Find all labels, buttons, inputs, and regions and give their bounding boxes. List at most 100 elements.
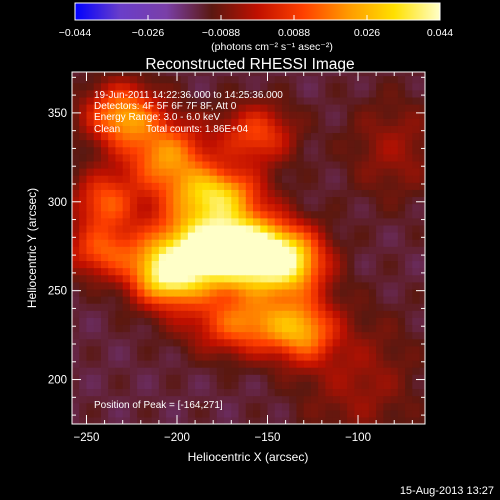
heatmap-cell <box>253 331 261 340</box>
heatmap-cell <box>195 175 203 183</box>
heatmap-cell <box>72 345 80 354</box>
heatmap-cell <box>397 153 406 162</box>
heatmap-cell <box>310 345 319 354</box>
heatmap-cell <box>253 139 261 148</box>
heatmap-cell <box>173 146 182 155</box>
heatmap-cell <box>166 168 174 176</box>
heatmap-cell <box>238 402 247 411</box>
heatmap-cell <box>354 175 363 183</box>
heatmap-cell <box>100 374 109 382</box>
heatmap-cell <box>86 132 95 141</box>
heatmap-cell <box>289 82 298 91</box>
heatmap-cell <box>325 381 334 390</box>
heatmap-cell <box>129 75 138 84</box>
heatmap-cell <box>93 352 102 361</box>
heatmap-cell <box>100 182 109 190</box>
heatmap-cell <box>296 267 305 276</box>
heatmap-cell <box>347 203 355 212</box>
heatmap-cell <box>122 175 131 183</box>
heatmap-cell <box>347 324 355 333</box>
heatmap-cell <box>115 175 124 183</box>
heatmap-cell <box>166 324 174 333</box>
heatmap-cell <box>405 360 413 368</box>
heatmap-cell <box>115 239 124 247</box>
heatmap-cell <box>267 111 276 119</box>
heatmap-cell <box>368 416 377 424</box>
x-axis-label: Heliocentric X (arcsec) <box>188 450 309 464</box>
heatmap-cell <box>332 409 341 418</box>
heatmap-cell <box>115 402 124 411</box>
heatmap-cell <box>376 395 384 404</box>
heatmap-cell <box>115 288 124 297</box>
heatmap-cell <box>144 381 153 390</box>
heatmap-cell <box>209 210 218 219</box>
heatmap-cell <box>419 303 425 311</box>
heatmap-cell <box>405 104 413 112</box>
heatmap-cell <box>86 89 95 98</box>
heatmap-cell <box>303 182 312 190</box>
heatmap-cell <box>166 416 174 424</box>
heatmap-cell <box>289 303 298 311</box>
colorbar-tick-label: 0.044 <box>427 27 453 39</box>
heatmap-cell <box>115 367 124 375</box>
heatmap-cell <box>86 125 95 134</box>
heatmap-cell <box>137 367 146 375</box>
heatmap-cell <box>86 146 95 155</box>
heatmap-cell <box>419 232 425 240</box>
heatmap-cell <box>158 82 167 91</box>
heatmap-cell <box>158 125 167 134</box>
heatmap-cell <box>368 331 377 340</box>
heatmap-cell <box>281 267 290 276</box>
heatmap-cell <box>166 160 174 169</box>
heatmap-cell <box>100 367 109 375</box>
heatmap-cell <box>158 146 167 155</box>
heatmap-cell <box>325 146 334 155</box>
heatmap-cell <box>166 260 174 269</box>
heatmap-cell <box>137 82 146 91</box>
heatmap-cell <box>267 118 276 126</box>
heatmap-cell <box>115 168 124 176</box>
heatmap-cell <box>376 409 384 418</box>
heatmap-cell <box>122 210 131 219</box>
heatmap-cell <box>412 381 421 390</box>
heatmap-cell <box>86 246 95 254</box>
heatmap-cell <box>72 260 80 269</box>
heatmap-cell <box>144 388 153 397</box>
heatmap-cell <box>224 402 232 411</box>
heatmap-cell <box>412 132 421 141</box>
heatmap-cell <box>166 360 174 368</box>
heatmap-cell <box>419 196 425 205</box>
heatmap-cell <box>238 82 247 91</box>
heatmap-cell <box>122 388 131 397</box>
heatmap-cell <box>361 296 370 304</box>
heatmap-cell <box>238 310 247 318</box>
heatmap-cell <box>202 253 211 262</box>
heatmap-cell <box>310 82 319 91</box>
heatmap-cell <box>144 96 153 105</box>
heatmap-cell <box>100 381 109 390</box>
heatmap-cell <box>115 125 124 134</box>
heatmap-cell <box>144 232 153 240</box>
heatmap-cell <box>289 345 298 354</box>
heatmap-cell <box>376 402 384 411</box>
heatmap-cell <box>397 296 406 304</box>
heatmap-cell <box>238 72 247 77</box>
heatmap-cell <box>100 395 109 404</box>
heatmap-cell <box>209 395 218 404</box>
heatmap-cell <box>267 409 276 418</box>
heatmap-cell <box>209 303 218 311</box>
heatmap-cell <box>390 352 399 361</box>
heatmap-cell <box>419 338 425 347</box>
heatmap-cell <box>390 310 399 318</box>
heatmap-cell <box>224 203 232 212</box>
heatmap-cell <box>231 288 240 297</box>
heatmap-cell <box>122 303 131 311</box>
heatmap-cell <box>325 189 334 198</box>
heatmap-cell <box>383 409 392 418</box>
heatmap-cell <box>339 360 348 368</box>
heatmap-cell <box>216 139 225 148</box>
heatmap-cell <box>390 160 399 169</box>
heatmap-cell <box>296 96 305 105</box>
heatmap-cell <box>267 139 276 148</box>
heatmap-cell <box>332 246 341 254</box>
